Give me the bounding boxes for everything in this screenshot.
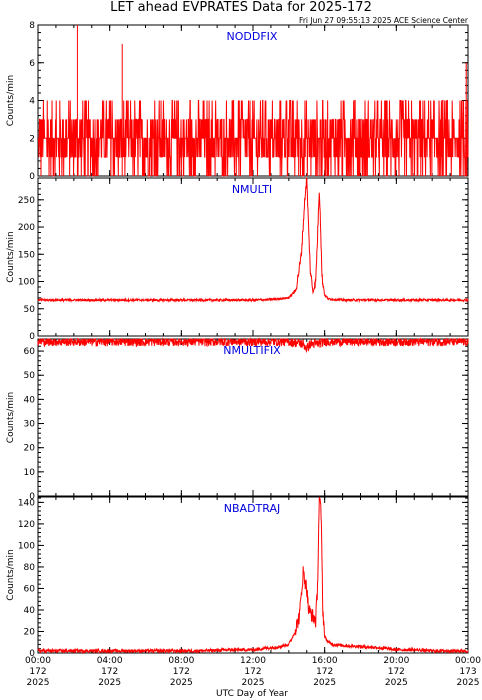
series-line xyxy=(37,496,469,655)
panel-title: NODDFIX xyxy=(227,30,278,43)
x-tick-label: 2025 xyxy=(98,678,121,688)
x-tick-label: 2025 xyxy=(242,678,265,688)
y-tick-label: 20 xyxy=(24,627,36,637)
panel-nmultifix: 0 10 20 30 40 50 60 Counts/min NMULTIFIX xyxy=(6,337,469,502)
panel-nmulti: 0 50 100 150 200 250 Counts/min NMULTI xyxy=(6,177,469,342)
y-tick-label: 200 xyxy=(18,223,35,233)
x-tick-label: 172 xyxy=(316,667,333,677)
y-tick-label: 80 xyxy=(24,563,36,573)
x-tick-label: 172 xyxy=(173,667,190,677)
x-tick-label: 172 xyxy=(244,667,261,677)
y-tick-label: 50 xyxy=(24,305,36,315)
y-tick-label: 20 xyxy=(24,444,36,454)
x-tick-label: 2025 xyxy=(27,678,50,688)
y-tick-label: 150 xyxy=(18,250,35,260)
y-tick-label: 8 xyxy=(29,21,35,31)
panels-group: 02468Counts/minNODDFIX050100150200250Cou… xyxy=(6,21,481,688)
plot-frame xyxy=(37,177,469,337)
y-tick-label: 120 xyxy=(18,520,35,530)
y-tick-label: 40 xyxy=(24,395,36,405)
y-axis-label: Counts/min xyxy=(6,392,16,443)
x-tick-label: 2025 xyxy=(457,678,480,688)
y-tick-label: 2 xyxy=(29,134,35,144)
y-axis-label: Counts/min xyxy=(6,549,16,600)
x-tick-label: 00:00 xyxy=(455,656,481,666)
panel-nbadtraj: 0 20 40 60 80 100 120 140 Counts/min NBADTRAJ 00:0… xyxy=(6,496,481,688)
y-tick-label: 100 xyxy=(18,278,35,288)
x-tick-label: 2025 xyxy=(385,678,408,688)
x-tick-label: 172 xyxy=(29,667,46,677)
y-tick-label: 6 xyxy=(29,59,35,69)
y-tick-label: 60 xyxy=(24,347,36,357)
x-tick-label: 16:00 xyxy=(312,656,338,666)
panel-title: NMULTIFIX xyxy=(223,344,281,357)
plot-frame xyxy=(37,496,469,654)
plot-frame xyxy=(37,338,469,497)
x-tick-label: 173 xyxy=(459,667,476,677)
y-tick-label: 0 xyxy=(29,649,35,659)
x-tick-label: 00:00 xyxy=(25,656,51,666)
panel-noddfix: 0 2 4 6 8 Counts/min NODDFIX xyxy=(6,21,469,182)
y-tick-label: 60 xyxy=(24,584,36,594)
y-tick-label: 50 xyxy=(24,371,36,381)
timestamp-label: Fri Jun 27 09:55:13 2025 ACE Science Cen… xyxy=(299,16,469,25)
y-tick-label: 40 xyxy=(24,606,36,616)
series-line xyxy=(37,177,469,304)
panel-title: NBADTRAJ xyxy=(224,502,280,515)
x-axis-label: UTC Day of Year xyxy=(216,689,288,699)
x-tick-label: 12:00 xyxy=(240,656,266,666)
y-tick-label: 100 xyxy=(18,541,35,551)
y-axis-label: Counts/min xyxy=(6,75,16,126)
panel-title: NMULTI xyxy=(232,183,272,196)
x-tick-label: 20:00 xyxy=(383,656,409,666)
series-line xyxy=(38,100,469,177)
x-tick-label: 172 xyxy=(101,667,118,677)
x-tick-label: 172 xyxy=(388,667,405,677)
x-tick-label: 2025 xyxy=(313,678,336,688)
series-line xyxy=(37,337,469,354)
y-axis-label: Counts/min xyxy=(6,231,16,282)
y-tick-label: 250 xyxy=(18,196,35,206)
x-tick-label: 08:00 xyxy=(168,656,194,666)
x-tick-label: 2025 xyxy=(170,678,193,688)
x-tick-label: 04:00 xyxy=(97,656,123,666)
chart-title: LET ahead EVPRATES Data for 2025-172 xyxy=(110,0,372,15)
y-tick-label: 0 xyxy=(29,492,35,502)
y-tick-label: 30 xyxy=(24,420,36,430)
y-tick-label: 0 xyxy=(29,332,35,342)
y-tick-label: 0 xyxy=(29,172,35,182)
y-tick-label: 10 xyxy=(24,468,36,478)
y-tick-label: 140 xyxy=(18,498,35,508)
y-tick-label: 4 xyxy=(29,97,35,107)
